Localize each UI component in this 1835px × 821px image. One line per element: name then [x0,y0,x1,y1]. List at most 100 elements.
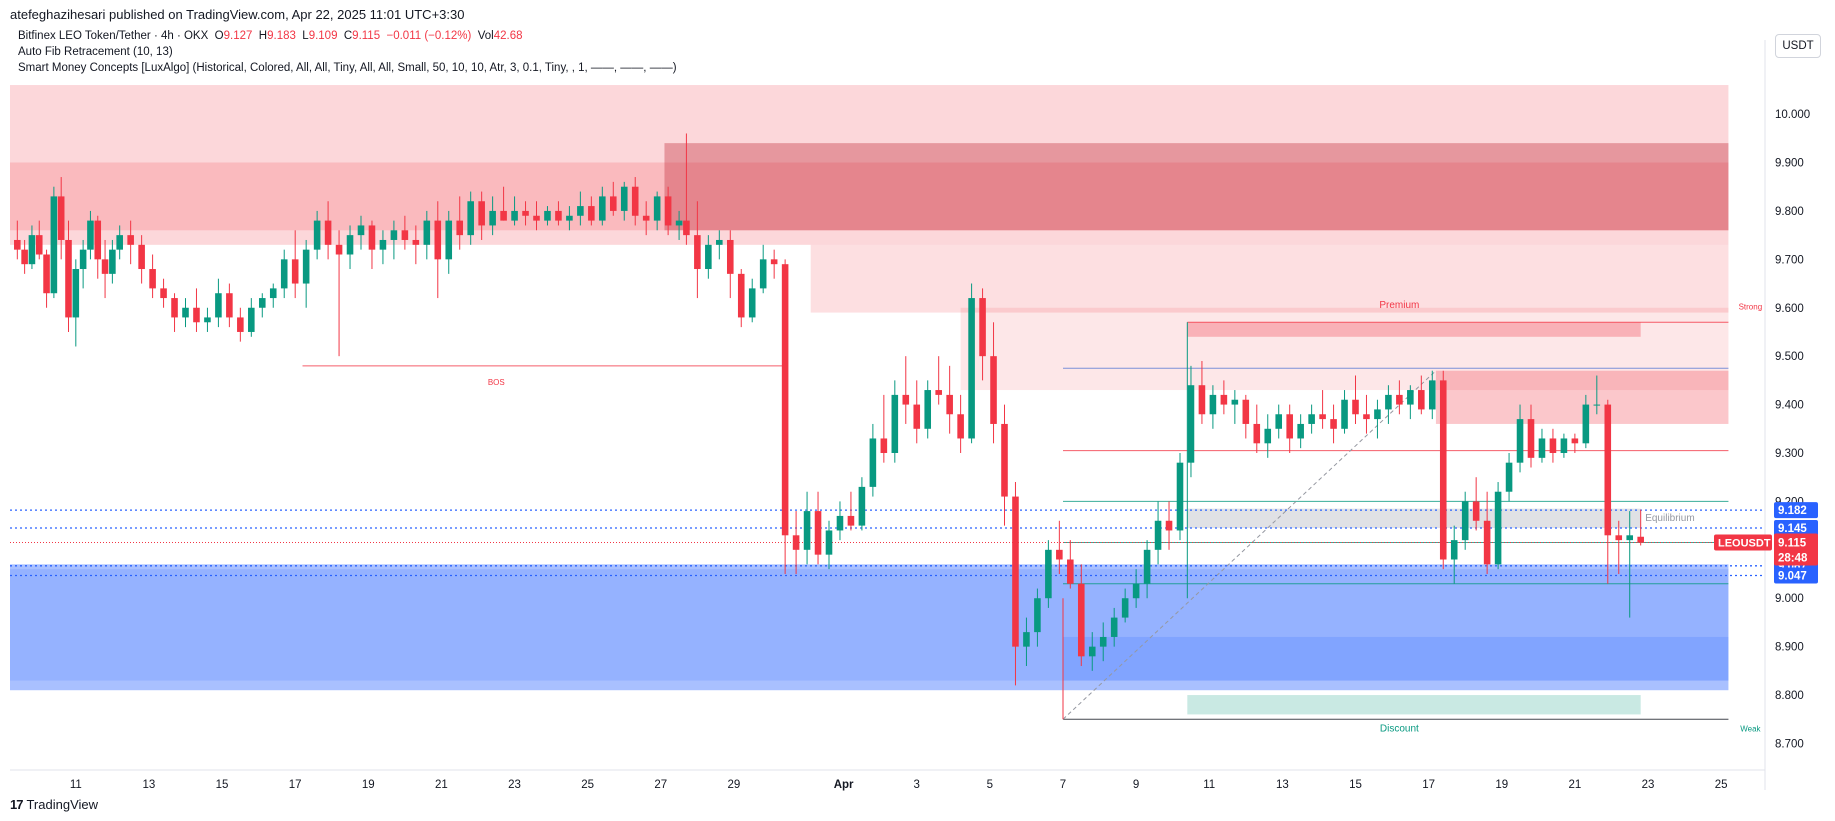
candle[interactable] [1374,399,1381,439]
candle[interactable] [683,133,690,245]
candle[interactable] [1330,404,1337,444]
candle[interactable] [737,269,745,328]
candle[interactable] [65,220,72,332]
candle[interactable] [1231,390,1239,424]
candle[interactable] [1045,540,1052,608]
candle[interactable] [116,225,123,260]
candle[interactable] [1143,540,1151,599]
candle[interactable] [891,380,899,463]
candle[interactable] [1352,375,1359,424]
candle[interactable] [248,298,255,337]
candle[interactable] [716,230,723,260]
candle[interactable] [1209,385,1217,429]
candle[interactable] [1538,428,1546,463]
candle[interactable] [946,365,953,434]
candle[interactable] [335,230,343,357]
candle[interactable] [193,288,200,332]
candle[interactable] [609,181,617,216]
candle[interactable] [825,520,833,570]
candle[interactable] [1439,370,1447,570]
candle[interactable] [50,186,58,299]
candle[interactable] [127,220,134,265]
candle[interactable] [705,235,712,279]
candle[interactable] [1099,622,1107,662]
candle[interactable] [445,210,453,274]
candle[interactable] [456,196,464,250]
candle[interactable] [847,491,855,531]
candle[interactable] [1077,564,1085,667]
candle[interactable] [390,220,398,260]
candle[interactable] [258,293,266,318]
candle[interactable] [101,239,109,299]
candle[interactable] [1527,404,1535,468]
candle[interactable] [1132,569,1140,608]
currency-button[interactable]: USDT [1775,34,1821,58]
candle[interactable] [43,249,50,308]
candle[interactable] [726,230,734,299]
candle[interactable] [1297,414,1304,449]
candle[interactable] [858,477,866,531]
candle[interactable] [1253,404,1261,453]
candle[interactable] [302,239,310,308]
indicator-fib[interactable]: Auto Fib Retracement (10, 13) [18,46,173,58]
candle[interactable] [1549,428,1557,463]
candle[interactable] [902,356,910,424]
candle[interactable] [368,220,376,270]
candle[interactable] [478,191,485,240]
candle[interactable] [291,230,299,299]
candle[interactable] [1396,380,1403,415]
candle[interactable] [1242,394,1250,439]
candle[interactable] [990,322,997,444]
candle[interactable] [57,177,65,260]
candle[interactable] [935,356,942,405]
candle[interactable] [653,191,661,231]
candle[interactable] [544,206,551,226]
candle[interactable] [215,278,222,328]
candle[interactable] [79,239,87,289]
candle[interactable] [182,298,189,328]
candle[interactable] [324,201,332,260]
candle[interactable] [138,235,145,284]
candle[interactable] [1308,404,1315,434]
candle[interactable] [1154,501,1162,565]
candle[interactable] [489,196,496,236]
brand[interactable]: 17 TradingView [10,797,98,812]
candle[interactable] [1001,404,1008,526]
candle[interactable] [1187,365,1195,478]
candle[interactable] [401,215,409,250]
candle[interactable] [869,423,877,497]
candle[interactable] [642,201,650,236]
candle[interactable] [1220,380,1228,415]
candle[interactable] [87,210,94,260]
candle[interactable] [533,201,540,231]
candle[interactable] [1363,394,1370,434]
candle[interactable] [379,230,387,265]
candle[interactable] [1319,390,1326,429]
candle[interactable] [1450,525,1458,584]
candle[interactable] [1615,520,1623,575]
candle[interactable] [1418,375,1425,415]
candle[interactable] [1176,452,1184,541]
candle[interactable] [924,380,932,439]
candle[interactable] [1626,511,1634,618]
candle[interactable] [1110,607,1118,647]
candle[interactable] [814,491,822,565]
candle[interactable] [412,225,420,265]
candle[interactable] [1056,520,1063,575]
candle[interactable] [14,220,21,260]
candle[interactable] [836,501,844,541]
candle[interactable] [792,511,800,575]
candle[interactable] [280,249,288,299]
candle[interactable] [269,283,277,308]
candle[interactable] [1034,588,1041,647]
candle[interactable] [1286,404,1293,453]
candle[interactable] [1472,477,1480,531]
candle[interactable] [599,186,606,226]
candle[interactable] [35,220,43,260]
candle[interactable] [957,394,964,453]
candle[interactable] [748,278,756,323]
candle[interactable] [21,239,28,274]
candle[interactable] [1637,509,1644,546]
candle[interactable] [313,210,321,260]
